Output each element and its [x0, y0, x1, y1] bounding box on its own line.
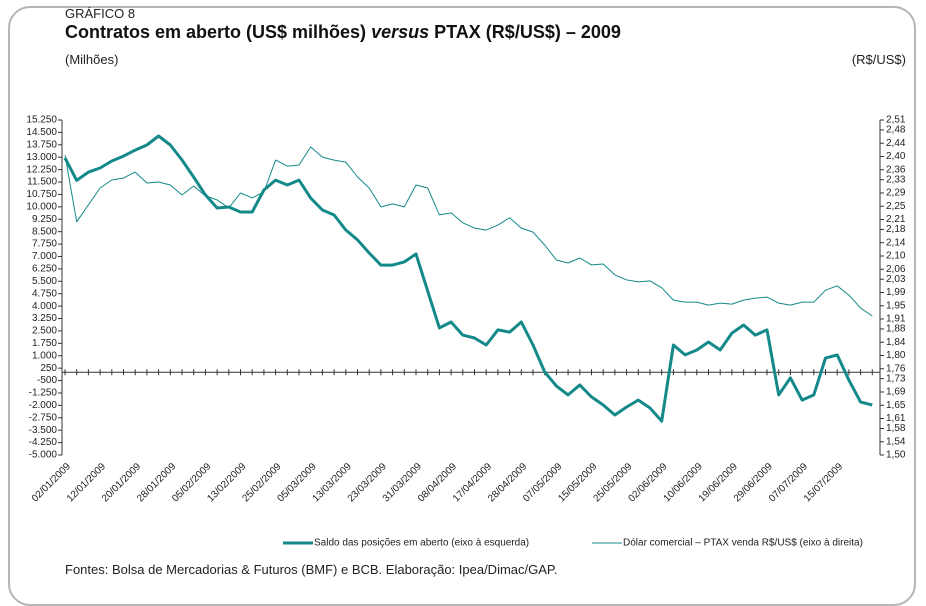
y-tick-label: 5.500: [32, 276, 57, 287]
y-tick-label: -500: [37, 375, 57, 386]
y-tick-label: 2.500: [32, 326, 57, 337]
y2-tick-label: 1,73: [886, 373, 906, 384]
y2-tick-label: 1,80: [886, 350, 906, 361]
y-tick-label: 7.000: [32, 251, 57, 262]
page: GRÁFICO 8 Contratos em aberto (US$ milhõ…: [8, 6, 916, 606]
y2-tick-label: 2,40: [886, 151, 906, 162]
y-tick-label: 14.500: [26, 127, 57, 138]
y-tick-label: 7.750: [32, 239, 57, 250]
y2-tick-label: 2,48: [886, 125, 906, 136]
title-part: PTAX (R$/US$) – 2009: [434, 22, 621, 42]
y-tick-label: 4.750: [32, 288, 57, 299]
y2-tick-label: 1,54: [886, 436, 906, 447]
y2-tick-label: 2,25: [886, 201, 906, 212]
y2-tick-label: 1,69: [886, 387, 906, 398]
y2-tick-label: 2,33: [886, 174, 906, 185]
y2-tick-label: 1,88: [886, 324, 906, 335]
y2-tick-label: 1,58: [886, 423, 906, 434]
y-tick-label: -2.750: [29, 412, 58, 423]
y-tick-label: -5.000: [29, 450, 58, 461]
y2-tick-label: 1,99: [886, 287, 906, 298]
y2-axis-label: (R$/US$): [851, 52, 906, 67]
y2-tick-label: 1,61: [886, 413, 906, 424]
y-tick-label: 15.250: [26, 115, 57, 126]
title-part: versus: [371, 22, 430, 42]
series-line: [64, 146, 873, 317]
y2-tick-label: 2,10: [886, 251, 906, 262]
y-tick-label: 9.250: [32, 214, 57, 225]
kicker: GRÁFICO 8: [65, 6, 136, 21]
y-tick-label: 8.500: [32, 226, 57, 237]
y-tick-label: -4.250: [29, 437, 58, 448]
y-tick-label: 250: [40, 363, 57, 374]
y2-tick-label: 2,29: [886, 188, 906, 199]
y-axis-label: (Milhões): [65, 52, 119, 67]
y-tick-label: 13.750: [26, 139, 57, 150]
y-tick-label: 10.000: [26, 201, 57, 212]
y2-tick-label: 1,65: [886, 400, 906, 411]
y-tick-label: 4.000: [32, 301, 57, 312]
series-line: [63, 134, 873, 423]
legend-label: Dólar comercial – PTAX venda R$/US$ (eix…: [623, 538, 863, 549]
y2-tick-label: 2,51: [886, 115, 906, 126]
y-tick-label: 6.250: [32, 264, 57, 275]
y2-tick-label: 1,84: [886, 337, 906, 348]
y-tick-label: -1.250: [29, 388, 58, 399]
y2-tick-label: 2,21: [886, 214, 906, 225]
y-tick-label: 11.500: [27, 177, 57, 188]
legend-label: Saldo das posições em aberto (eixo à esq…: [314, 538, 529, 549]
y2-tick-label: 2,06: [886, 264, 906, 275]
y2-tick-label: 2,14: [886, 237, 906, 248]
y2-tick-label: 2,03: [886, 274, 906, 285]
title-part: Contratos em aberto (US$ milhões): [65, 22, 367, 42]
y-tick-label: 1.000: [32, 350, 57, 361]
y2-tick-label: 1,91: [886, 314, 906, 325]
y2-tick-label: 1,95: [886, 300, 906, 311]
y2-tick-label: 2,44: [886, 138, 906, 149]
y-tick-label: 3.250: [32, 313, 57, 324]
y-tick-label: -2.000: [29, 400, 58, 411]
y-tick-label: 10.750: [26, 189, 57, 200]
y2-tick-label: 2,18: [886, 224, 906, 235]
y2-tick-label: 2,36: [886, 164, 906, 175]
y-tick-label: -3.500: [29, 425, 58, 436]
y-tick-label: 13.000: [26, 152, 57, 163]
y2-tick-label: 1,50: [886, 450, 906, 461]
y2-tick-label: 1,76: [886, 363, 906, 374]
chart-title: Contratos em aberto (US$ milhões) versus…: [65, 22, 621, 43]
source-note: Fontes: Bolsa de Mercadorias & Futuros (…: [65, 562, 558, 577]
y-tick-label: 1.750: [32, 338, 57, 349]
y-tick-label: 12.250: [26, 164, 57, 175]
